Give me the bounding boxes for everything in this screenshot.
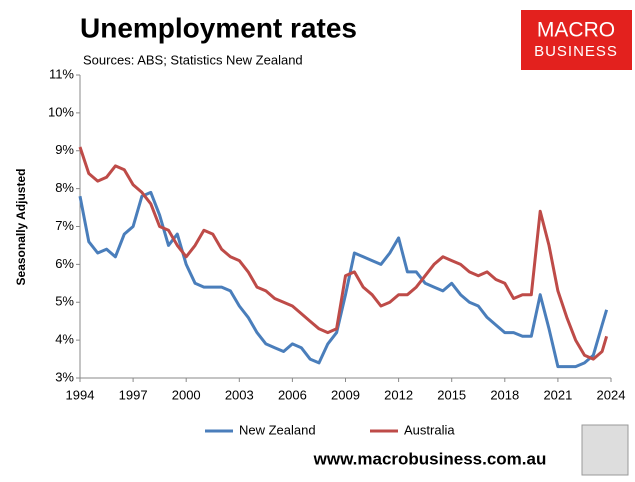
y-tick-label: 8% bbox=[55, 180, 74, 195]
x-tick-label: 2024 bbox=[597, 387, 626, 402]
x-tick-label: 2018 bbox=[490, 387, 519, 402]
x-tick-label: 2012 bbox=[384, 387, 413, 402]
y-tick-label: 10% bbox=[48, 104, 74, 119]
y-tick-label: 5% bbox=[55, 294, 74, 309]
x-tick-label: 1994 bbox=[66, 387, 95, 402]
logo-text: BUSINESS bbox=[534, 43, 618, 60]
y-tick-label: 11% bbox=[49, 66, 74, 81]
x-tick-label: 2015 bbox=[437, 387, 466, 402]
y-tick-label: 4% bbox=[55, 332, 74, 347]
wolf-icon bbox=[581, 424, 629, 476]
series-line bbox=[78, 146, 609, 361]
logo-text: MACRO bbox=[537, 19, 615, 42]
y-tick-label: 3% bbox=[55, 369, 74, 384]
y-tick-label: 7% bbox=[55, 218, 74, 233]
x-tick-label: 2021 bbox=[543, 387, 572, 402]
chart-subtitle: Sources: ABS; Statistics New Zealand bbox=[83, 52, 303, 67]
legend-label: Australia bbox=[404, 422, 455, 437]
x-tick-label: 2006 bbox=[278, 387, 307, 402]
x-tick-label: 2000 bbox=[172, 387, 201, 402]
x-tick-label: 1997 bbox=[119, 387, 148, 402]
footer: www.macrobusiness.com.au bbox=[313, 449, 547, 468]
x-tick-label: 2003 bbox=[225, 387, 254, 402]
chart-title: Unemployment rates bbox=[80, 12, 357, 43]
y-tick-label: 6% bbox=[55, 256, 74, 271]
logo-box bbox=[521, 10, 632, 70]
x-tick-label: 2009 bbox=[331, 387, 360, 402]
y-axis-label: Seasonally Adjusted bbox=[14, 169, 28, 286]
y-tick-label: 9% bbox=[55, 142, 74, 157]
legend-label: New Zealand bbox=[239, 422, 316, 437]
series-line bbox=[78, 190, 609, 369]
